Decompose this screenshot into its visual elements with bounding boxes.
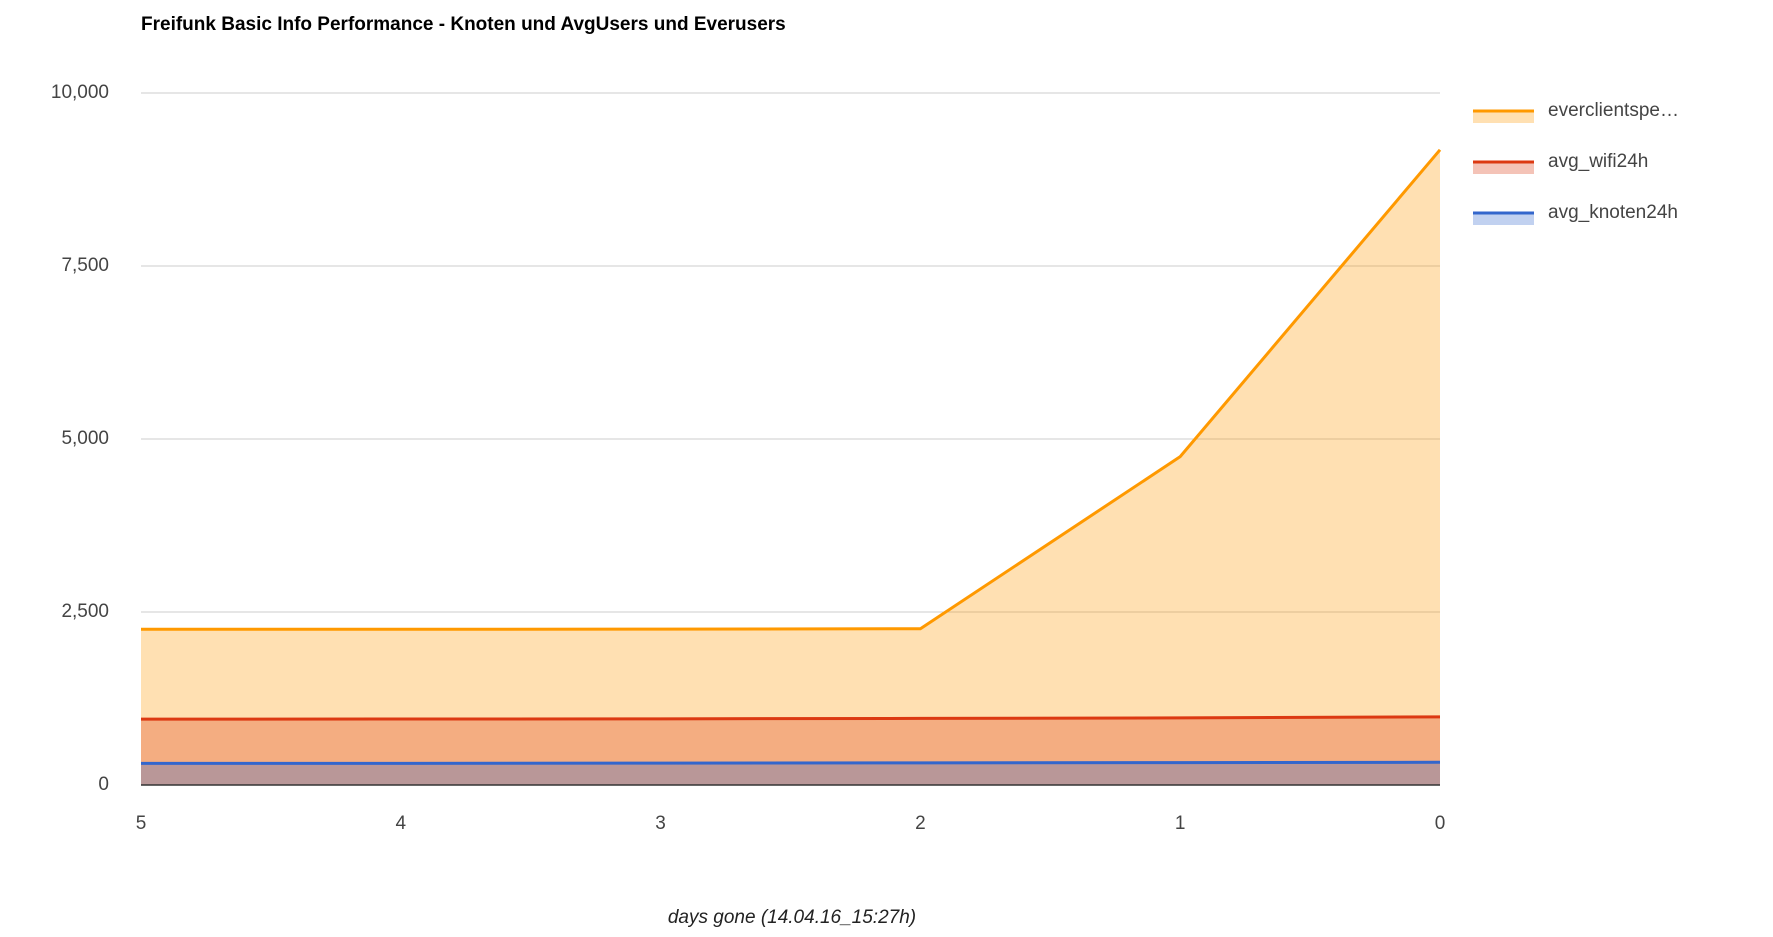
- y-tick-label: 10,000: [51, 82, 109, 103]
- x-tick-label: 2: [915, 813, 926, 834]
- y-tick-label: 0: [98, 774, 109, 795]
- x-tick-label: 1: [1175, 813, 1186, 834]
- legend-swatch-fill: [1473, 111, 1534, 123]
- x-tick-label: 5: [136, 813, 147, 834]
- legend-swatch-fill: [1473, 162, 1534, 174]
- area-fill: [141, 716, 1440, 785]
- y-tick-label: 5,000: [61, 428, 109, 449]
- y-tick-label: 2,500: [61, 601, 109, 622]
- area-fill: [141, 149, 1440, 785]
- x-tick-label: 0: [1435, 813, 1446, 834]
- legend-label: everclientspe…: [1548, 100, 1679, 121]
- legend-label: avg_wifi24h: [1548, 151, 1648, 172]
- x-axis-title: days gone (14.04.16_15:27h): [668, 907, 916, 928]
- series-line: [140, 715, 1441, 721]
- chart-title: Freifunk Basic Info Performance - Knoten…: [141, 14, 786, 35]
- area-fill: [141, 762, 1440, 785]
- x-tick-label: 3: [655, 813, 666, 834]
- y-tick-label: 7,500: [61, 255, 109, 276]
- legend-swatch-fill: [1473, 213, 1534, 225]
- x-tick-label: 4: [396, 813, 407, 834]
- series-line: [140, 760, 1441, 765]
- series-line: [141, 148, 1442, 631]
- legend-label: avg_knoten24h: [1548, 202, 1678, 223]
